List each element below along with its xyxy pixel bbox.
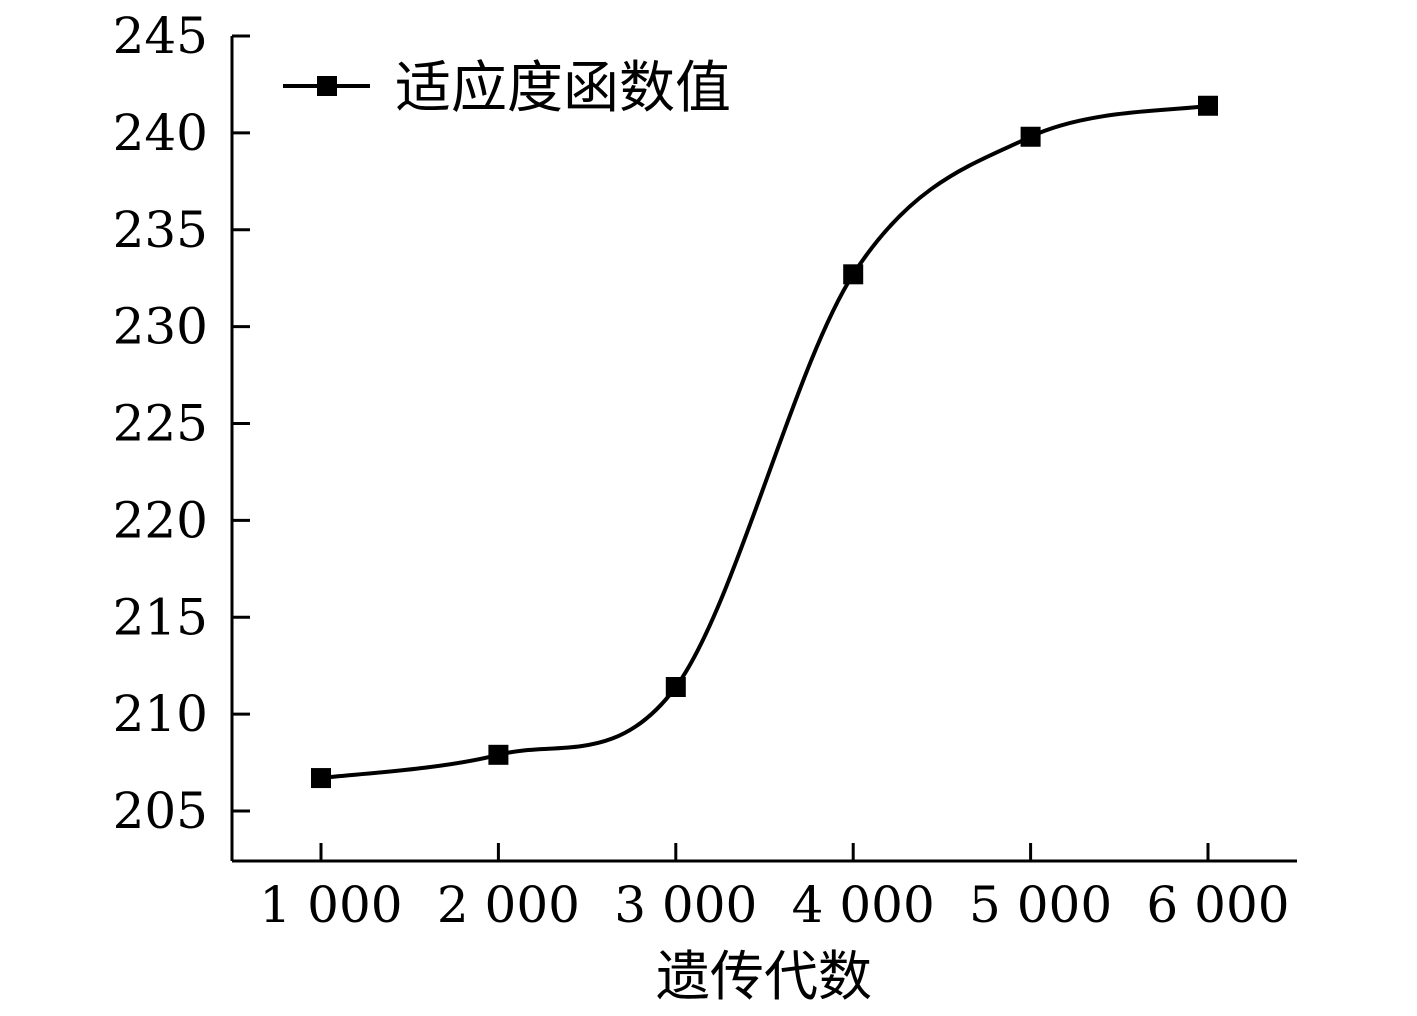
x-tick-label: 4 000 [792,876,935,934]
y-tick-label: 230 [113,298,208,356]
data-point-marker [488,744,509,765]
x-axis-title: 遗传代数 [656,945,872,1008]
x-tick-label: 6 000 [1146,876,1289,934]
legend: 适应度函数值 [283,56,731,121]
y-tick-label: 245 [113,7,208,65]
data-point-marker [1198,95,1218,116]
data-point-marker [843,264,864,285]
data-point-marker [311,768,331,789]
data-point-marker [665,677,686,697]
data-point-marker [1020,126,1041,147]
y-tick-label: 205 [113,782,208,840]
y-tick-label: 220 [113,491,208,549]
x-tick-label: 3 000 [614,876,757,934]
y-tick-label: 240 [113,104,208,162]
x-tick-label: 2 000 [437,876,580,934]
legend-label: 适应度函数值 [395,56,731,121]
y-tick-label: 235 [113,201,208,259]
x-tick-label: 5 000 [969,876,1112,934]
x-ticks: 1 000 2 000 3 000 4 000 5 000 6 000 [259,843,1290,934]
y-tick-label: 225 [113,395,208,453]
y-tick-label: 210 [113,685,208,743]
axes [230,36,1297,863]
x-tick-label: 1 000 [259,876,402,934]
legend-marker-sample [317,76,337,96]
series-layer [311,95,1218,789]
y-ticks: 205 210 215 220 225 230 235 240 245 [113,7,250,840]
y-tick-label: 215 [113,588,208,646]
series-line [320,103,1209,781]
